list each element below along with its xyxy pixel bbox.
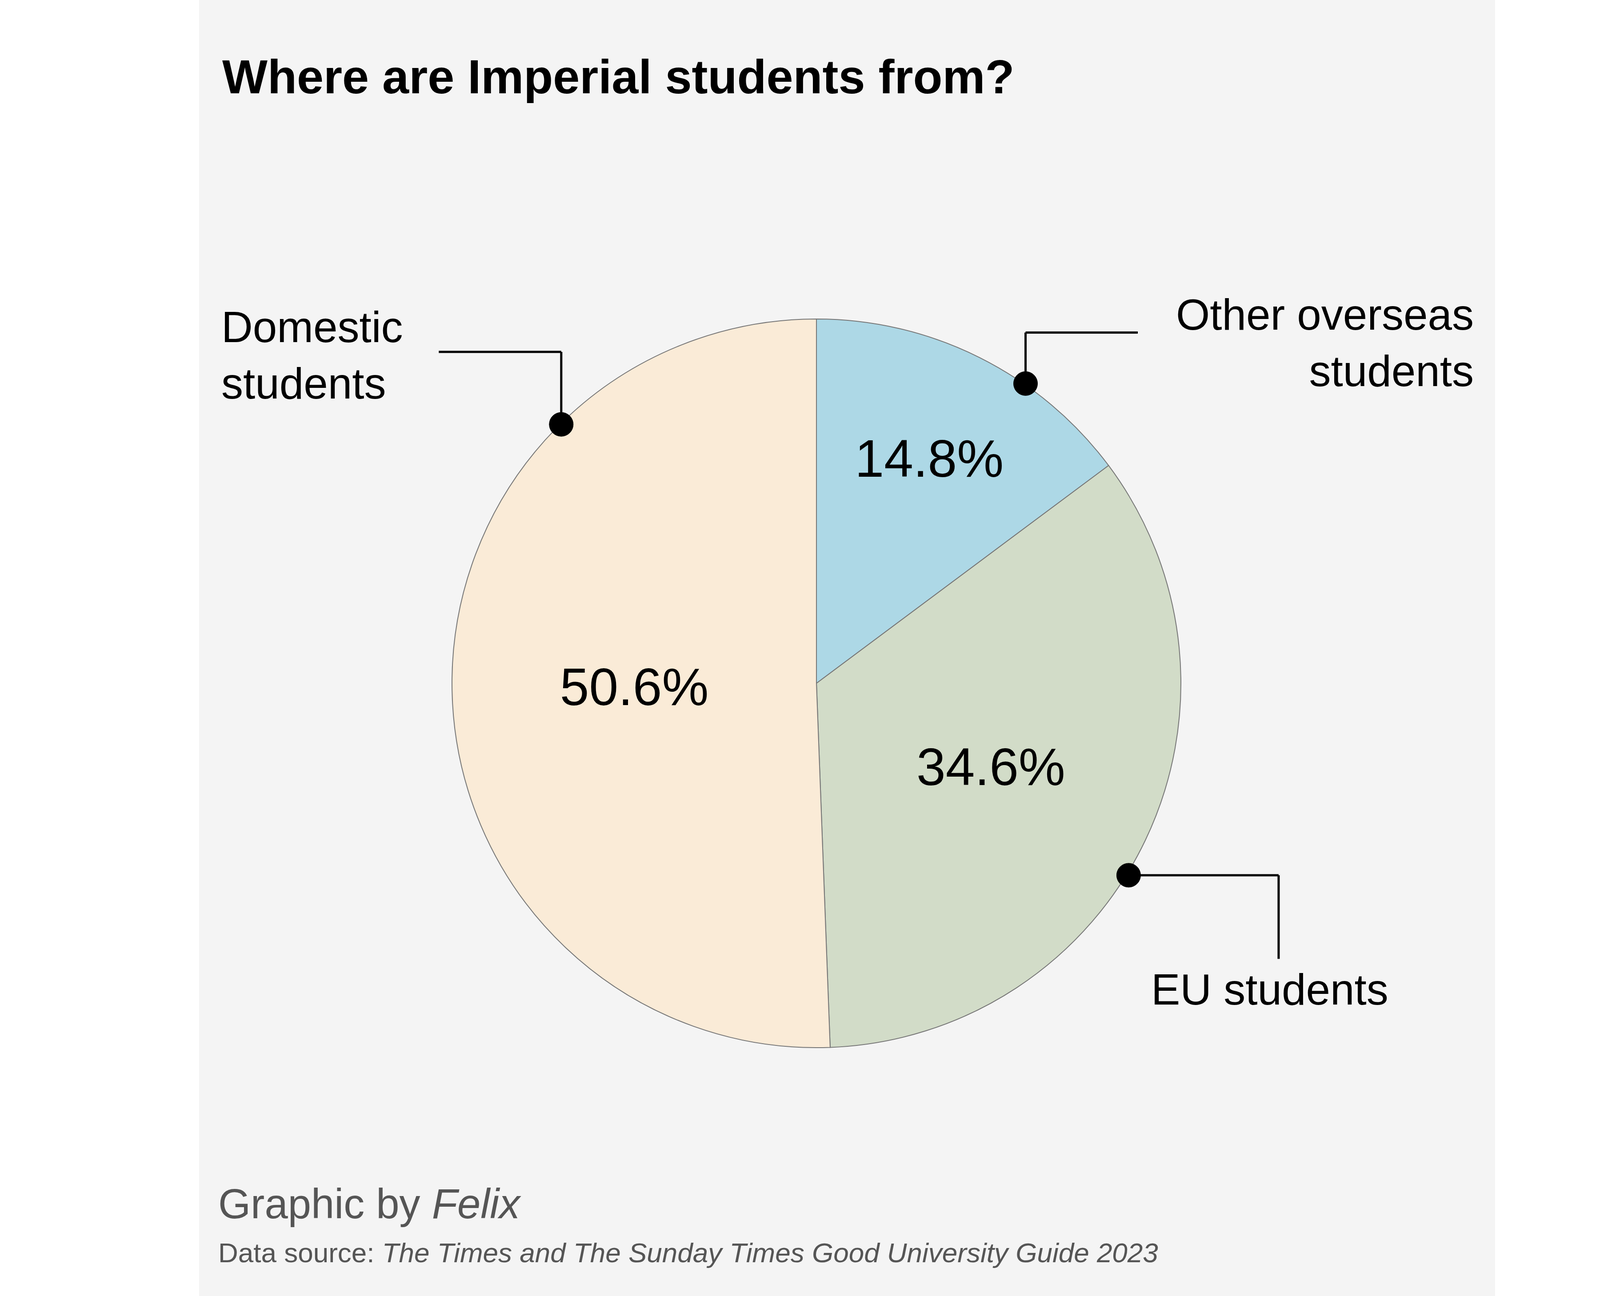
svg-text:Data source: The Times and The: Data source: The Times and The Sunday Ti… (218, 1237, 1159, 1269)
svg-text:14.8%: 14.8% (855, 429, 1004, 488)
svg-text:EU students: EU students (1151, 965, 1389, 1015)
svg-text:Other overseasstudents: Other overseasstudents (1176, 290, 1474, 396)
svg-text:50.6%: 50.6% (560, 657, 709, 717)
svg-text:Graphic by Felix: Graphic by Felix (218, 1180, 522, 1228)
svg-text:Where are Imperial students fr: Where are Imperial students from? (222, 49, 1015, 104)
svg-text:Domesticstudents: Domesticstudents (221, 302, 403, 408)
svg-text:34.6%: 34.6% (916, 737, 1066, 797)
